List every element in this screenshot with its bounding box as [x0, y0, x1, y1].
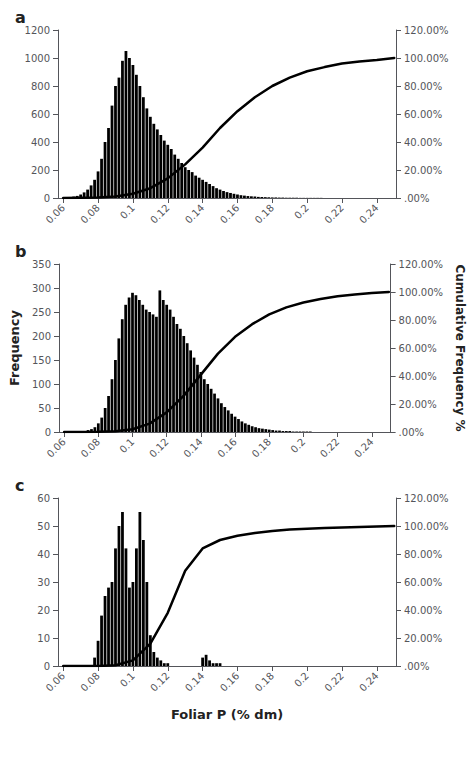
- svg-text:0.1: 0.1: [118, 670, 137, 689]
- svg-text:50: 50: [37, 521, 50, 532]
- svg-text:0.16: 0.16: [215, 436, 239, 460]
- svg-text:a: a: [15, 8, 26, 27]
- svg-text:150: 150: [32, 355, 51, 366]
- svg-text:60.00%: 60.00%: [404, 577, 442, 588]
- svg-text:40.00%: 40.00%: [399, 371, 437, 382]
- svg-text:.00%: .00%: [399, 427, 424, 438]
- svg-text:b: b: [15, 242, 26, 261]
- svg-text:Frequency: Frequency: [7, 309, 22, 386]
- svg-text:20.00%: 20.00%: [404, 165, 442, 176]
- svg-text:c: c: [15, 476, 24, 495]
- svg-text:100: 100: [32, 379, 51, 390]
- svg-text:0.06: 0.06: [44, 202, 68, 226]
- svg-text:400: 400: [31, 137, 50, 148]
- svg-text:80.00%: 80.00%: [404, 549, 442, 560]
- svg-text:0.06: 0.06: [45, 436, 69, 460]
- svg-text:60: 60: [37, 493, 50, 504]
- svg-text:80.00%: 80.00%: [404, 81, 442, 92]
- svg-text:120.00%: 120.00%: [404, 25, 449, 36]
- svg-text:0.18: 0.18: [250, 436, 274, 460]
- svg-text:0.14: 0.14: [183, 202, 207, 226]
- svg-text:0.12: 0.12: [148, 670, 172, 694]
- svg-text:0.06: 0.06: [44, 670, 68, 694]
- svg-text:20.00%: 20.00%: [404, 633, 442, 644]
- svg-text:0.14: 0.14: [183, 670, 207, 694]
- svg-text:60.00%: 60.00%: [399, 343, 437, 354]
- svg-text:0: 0: [45, 427, 51, 438]
- svg-text:800: 800: [31, 81, 50, 92]
- svg-text:200: 200: [31, 165, 50, 176]
- svg-text:0.22: 0.22: [322, 202, 346, 226]
- svg-text:20: 20: [37, 605, 50, 616]
- svg-text:0.24: 0.24: [352, 436, 376, 460]
- svg-text:0.14: 0.14: [181, 436, 205, 460]
- svg-text:0.24: 0.24: [357, 202, 381, 226]
- svg-text:40.00%: 40.00%: [404, 137, 442, 148]
- svg-text:0.18: 0.18: [253, 670, 277, 694]
- svg-text:120.00%: 120.00%: [404, 493, 449, 504]
- svg-text:0.18: 0.18: [253, 202, 277, 226]
- svg-text:0.24: 0.24: [357, 670, 381, 694]
- svg-text:50: 50: [38, 403, 51, 414]
- svg-text:0.2: 0.2: [292, 202, 311, 221]
- svg-text:0.22: 0.22: [318, 436, 342, 460]
- svg-text:250: 250: [32, 307, 51, 318]
- svg-text:0.16: 0.16: [218, 670, 242, 694]
- svg-text:40.00%: 40.00%: [404, 605, 442, 616]
- svg-text:1000: 1000: [25, 53, 50, 64]
- svg-text:.00%: .00%: [404, 661, 429, 672]
- svg-text:Foliar P (% dm): Foliar P (% dm): [171, 707, 283, 722]
- svg-text:100.00%: 100.00%: [404, 521, 449, 532]
- svg-text:1200: 1200: [25, 25, 50, 36]
- svg-text:0.2: 0.2: [288, 436, 307, 455]
- svg-text:0.12: 0.12: [147, 436, 171, 460]
- svg-text:0.08: 0.08: [79, 436, 103, 460]
- svg-text:350: 350: [32, 259, 51, 270]
- svg-text:60.00%: 60.00%: [404, 109, 442, 120]
- svg-text:.00%: .00%: [404, 193, 429, 204]
- svg-text:0: 0: [44, 661, 50, 672]
- svg-text:200: 200: [32, 331, 51, 342]
- svg-text:40: 40: [37, 549, 50, 560]
- svg-text:80.00%: 80.00%: [399, 315, 437, 326]
- svg-text:0.22: 0.22: [322, 670, 346, 694]
- svg-text:Cumulative Frequency %: Cumulative Frequency %: [453, 264, 467, 431]
- svg-text:300: 300: [32, 283, 51, 294]
- svg-text:0.1: 0.1: [118, 202, 137, 221]
- svg-text:0.08: 0.08: [78, 202, 102, 226]
- svg-text:100.00%: 100.00%: [404, 53, 449, 64]
- svg-text:20.00%: 20.00%: [399, 399, 437, 410]
- svg-text:0.2: 0.2: [292, 670, 311, 689]
- svg-text:120.00%: 120.00%: [399, 259, 444, 270]
- svg-text:10: 10: [37, 633, 50, 644]
- svg-text:30: 30: [37, 577, 50, 588]
- svg-text:0: 0: [44, 193, 50, 204]
- svg-text:100.00%: 100.00%: [399, 287, 444, 298]
- svg-text:600: 600: [31, 109, 50, 120]
- svg-text:0.12: 0.12: [148, 202, 172, 226]
- svg-text:0.08: 0.08: [78, 670, 102, 694]
- svg-text:0.1: 0.1: [117, 436, 136, 455]
- svg-text:0.16: 0.16: [218, 202, 242, 226]
